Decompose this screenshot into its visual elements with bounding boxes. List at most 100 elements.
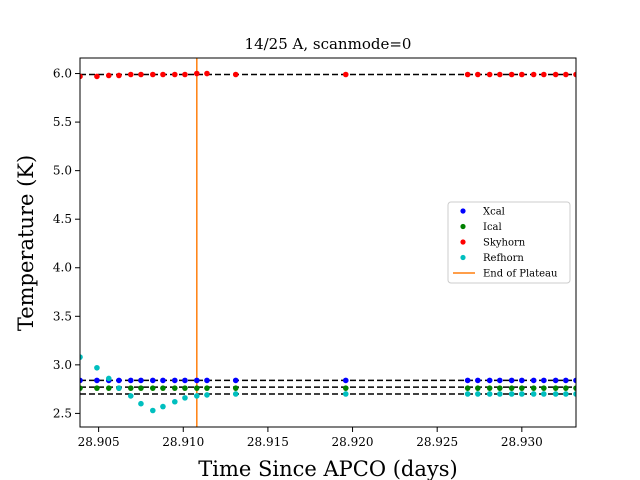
refhorn-point (182, 395, 188, 401)
refhorn-point (464, 391, 471, 397)
y-tick-label: 4.0 (53, 261, 72, 275)
refhorn-point (105, 375, 112, 382)
legend-label-refhorn: Refhorn (483, 253, 524, 264)
xcal-point (486, 377, 493, 384)
ical-point (204, 385, 210, 391)
xcal-point (342, 377, 349, 384)
ical-point (486, 385, 493, 391)
y-tick-label: 3.5 (53, 309, 72, 323)
skyhorn-point (563, 71, 569, 78)
skyhorn-point (160, 71, 166, 78)
refhorn-point (232, 391, 239, 397)
refhorn-point (204, 392, 210, 398)
xcal-point (160, 377, 166, 384)
xcal-point (232, 377, 239, 384)
refhorn-point (194, 393, 200, 399)
refhorn-point (94, 364, 100, 371)
xcal-point (171, 377, 178, 384)
legend-label-xcal: Xcal (483, 207, 505, 218)
xcal-point (116, 377, 122, 384)
x-tick-label: 28.920 (332, 435, 374, 449)
xcal-point (149, 377, 156, 384)
legend-label-ical: Ical (483, 222, 502, 233)
x-tick-label: 28.905 (78, 435, 120, 449)
ical-point (464, 385, 471, 391)
legend-label-end-of-plateau: End of Plateau (483, 269, 558, 280)
skyhorn-point (94, 73, 100, 80)
skyhorn-point (116, 72, 122, 79)
refhorn-point (541, 391, 547, 397)
refhorn-point (138, 400, 144, 407)
refhorn-point (563, 391, 569, 397)
chart-title: 14/25 A, scanmode=0 (245, 35, 412, 53)
legend-marker-ical (460, 223, 466, 230)
xcal-point (552, 377, 559, 384)
ical-point (80, 385, 83, 391)
ical-point (149, 385, 156, 391)
ical-point (171, 385, 178, 391)
y-tick-label: 4.5 (53, 212, 72, 226)
legend-marker-skyhorn (460, 239, 466, 245)
ical-point (552, 385, 559, 391)
skyhorn-point (127, 71, 134, 78)
x-tick-label: 28.930 (501, 435, 543, 449)
ical-point (573, 385, 576, 391)
ical-point (563, 385, 569, 391)
xcal-point (194, 377, 200, 384)
refhorn-point (519, 391, 525, 397)
legend-box (447, 201, 571, 284)
ical-point (342, 385, 349, 391)
ical-point (232, 385, 239, 391)
ical-point (519, 385, 525, 391)
skyhorn-point (552, 71, 559, 78)
skyhorn-point (486, 71, 493, 78)
skyhorn-point (138, 71, 144, 78)
legend-marker-xcal (460, 208, 466, 214)
xcal-point (519, 377, 525, 384)
y-tick-label: 5.0 (53, 164, 72, 178)
skyhorn-point (194, 70, 200, 77)
ical-point (182, 385, 188, 391)
skyhorn-point (519, 71, 525, 78)
skyhorn-point (497, 71, 503, 78)
skyhorn-point (530, 71, 537, 78)
y-axis-label: Temperature (K) (14, 155, 38, 331)
legend-marker-refhorn (460, 254, 466, 261)
xcal-point (204, 377, 210, 384)
refhorn-point (171, 398, 178, 405)
skyhorn-point (171, 71, 178, 78)
ical-point (138, 385, 144, 391)
xcal-point (127, 377, 134, 384)
skyhorn-point (80, 73, 83, 80)
xcal-point (475, 377, 481, 384)
xcal-point (80, 377, 83, 384)
ical-point (497, 385, 503, 391)
refhorn-point (342, 391, 349, 397)
x-tick-label: 28.915 (247, 435, 289, 449)
skyhorn-point (182, 71, 188, 78)
skyhorn-point (475, 71, 481, 78)
skyhorn-point (342, 71, 349, 78)
skyhorn-point (464, 71, 471, 78)
xcal-point (541, 377, 547, 384)
plot-frame (79, 57, 577, 428)
skyhorn-point (541, 71, 547, 78)
xcal-point (94, 377, 100, 384)
refhorn-point (486, 391, 493, 397)
xcal-point (497, 377, 503, 384)
xcal-point (138, 377, 144, 384)
legend-label-skyhorn: Skyhorn (483, 238, 526, 249)
refhorn-point (497, 391, 503, 397)
y-tick-label: 2.5 (53, 406, 72, 420)
refhorn-point (80, 354, 83, 360)
xcal-point (182, 377, 188, 384)
plot-area (80, 58, 576, 427)
refhorn-point (127, 393, 134, 399)
xcal-point (464, 377, 471, 384)
refhorn-point (475, 391, 481, 397)
ical-point (160, 385, 166, 391)
refhorn-point (116, 385, 122, 391)
skyhorn-point (573, 71, 576, 78)
x-tick-label: 28.910 (162, 435, 204, 449)
